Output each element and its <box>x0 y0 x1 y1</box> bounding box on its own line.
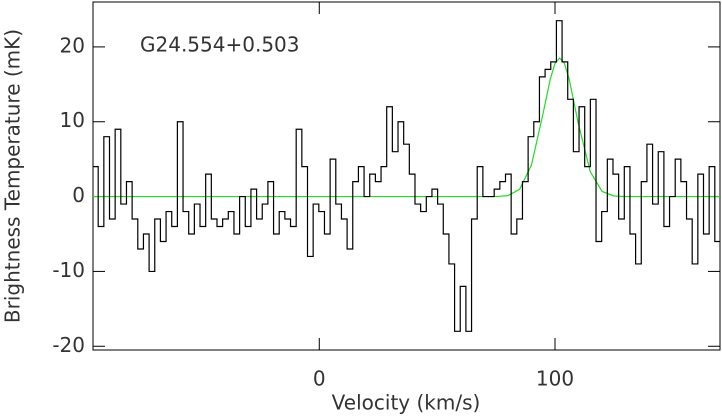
x-tick-label: 100 <box>536 367 574 391</box>
spectrum <box>93 20 720 332</box>
x-axis-label: Velocity (km/s) <box>332 391 481 415</box>
y-tick-label: 10 <box>60 108 85 132</box>
y-tick-label: -10 <box>52 258 85 282</box>
annotation: G24.554+0.503 <box>140 33 300 57</box>
y-axis-label: Brightness Temperature (mK) <box>1 29 25 323</box>
y-tick-label: 0 <box>72 183 85 207</box>
y-tick-label: 20 <box>60 33 85 57</box>
plot-frame <box>92 1 721 351</box>
x-tick-label: 0 <box>313 367 326 391</box>
y-tick-label: -20 <box>52 333 85 357</box>
fit-curve <box>93 57 720 198</box>
